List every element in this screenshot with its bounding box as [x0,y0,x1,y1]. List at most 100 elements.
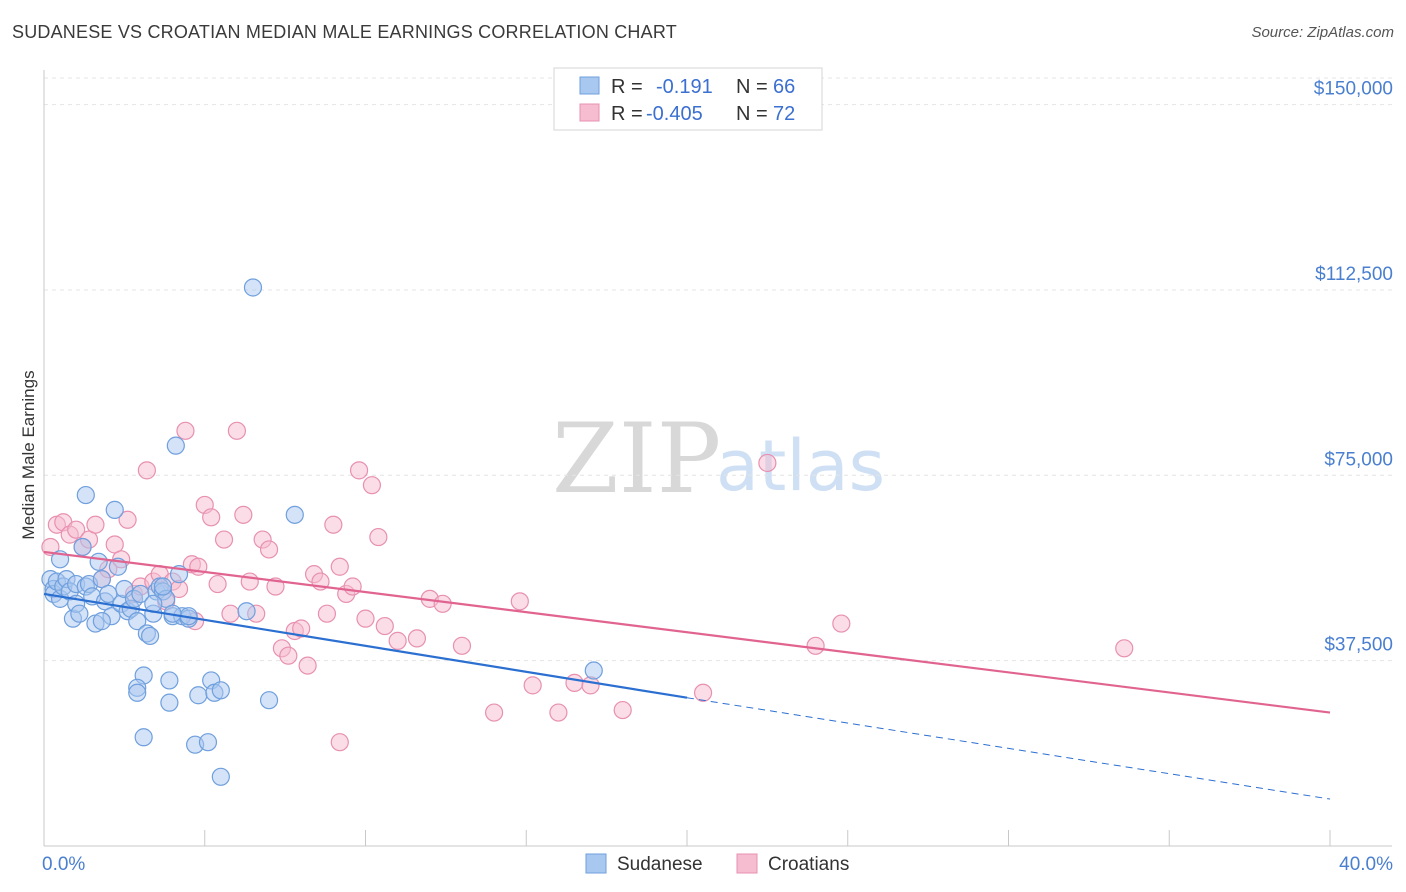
sudanese-point-24 [105,500,124,519]
sudanese-point-57 [189,686,208,705]
trend-line-croatians [43,550,1331,714]
croatians-point-65 [693,683,713,702]
croatians-point-57 [452,636,472,655]
croatians-point-15 [137,461,156,480]
trend-line-sudanese [43,592,688,699]
sudanese-point-43 [128,683,147,702]
croatians-point-39 [292,619,311,638]
sudanese-point-14 [76,485,95,505]
croatians-point-69 [1115,639,1134,658]
legend-swatch-croatians [579,103,600,122]
croatians-point-62 [565,673,584,692]
sudanese-point-19 [89,552,108,571]
correlation-legend: R = -0.191 N = 66 R = -0.405 N = 72 [553,67,823,131]
croatians-point-47 [343,577,362,596]
croatians-point-50 [362,476,382,495]
croatians-point-7 [86,515,105,534]
croatians-point-30 [234,505,253,524]
croatians-point-58 [485,703,504,722]
y-axis-label: Median Male Earnings [19,370,38,539]
legend-r-value-sudanese: -0.191 [656,76,713,98]
croatians-point-4 [67,520,86,539]
legend-r-value-croatians: -0.405 [646,103,703,125]
croatians-point-60 [523,676,542,695]
sudanese-point-12 [70,604,89,623]
croatians-point-28 [221,604,240,623]
trend-line-sudanese-extension [686,697,1331,800]
sudanese-point-65 [259,691,279,710]
croatians-point-53 [388,631,407,650]
sudanese-point-13 [73,537,92,557]
croatians-point-29 [227,421,246,440]
sudanese-point-67 [584,661,603,680]
sudanese-point-41 [92,612,111,631]
bottom-legend-swatch-croatians [736,853,758,874]
croatians-point-51 [369,527,388,547]
croatians-point-67 [806,636,825,655]
croatians-point-34 [259,540,279,559]
y-tick-label-0: $37,500 [1324,635,1393,656]
x-tick-label-min: 0.0% [42,854,85,875]
croatians-point-66 [758,453,777,473]
croatians-point-48 [349,461,369,480]
croatians-point-56 [433,594,452,613]
source-credit: Source: ZipAtlas.com [1251,24,1394,41]
trend-lines [43,550,1331,800]
series-croatians-points [41,421,1134,752]
sudanese-point-54 [134,728,153,747]
series-sudanese-points [41,278,603,786]
legend-swatch-sudanese [579,76,600,95]
legend-n-label-croatians: N = [736,103,768,125]
sudanese-point-60 [211,681,230,700]
legend-r-label-croatians: R = [611,103,643,125]
bottom-legend-swatch-sudanese [585,853,607,874]
legend-n-value-sudanese: 66 [773,76,795,98]
croatians-point-54 [407,629,427,648]
bottom-legend-label-croatians: Croatians [768,854,849,875]
croatians-point-37 [279,646,298,665]
sudanese-point-55 [160,671,179,690]
croatians-point-12 [118,510,137,529]
croatians-point-25 [202,508,221,527]
sudanese-point-62 [211,767,230,786]
y-tick-label-3: $150,000 [1314,79,1393,100]
sudanese-point-47 [166,436,185,455]
croatians-point-31 [240,572,259,591]
croatians-point-43 [317,604,337,623]
croatians-point-40 [298,656,317,675]
croatians-point-61 [549,703,568,722]
x-axis-ticks [204,830,1331,846]
legend-r-label-sudanese: R = [611,76,643,98]
chart-title: SUDANESE VS CROATIAN MEDIAN MALE EARNING… [12,22,677,42]
y-tick-label-2: $112,500 [1315,264,1393,285]
croatians-point-64 [613,700,632,720]
croatians-point-68 [832,614,851,633]
sudanese-point-61 [198,733,218,752]
sudanese-point-66 [285,505,304,524]
sudanese-point-52 [153,577,173,596]
sudanese-point-44 [160,693,179,712]
croatians-point-49 [356,609,375,628]
croatians-point-44 [324,515,343,534]
croatians-point-26 [208,574,227,594]
croatians-point-52 [375,616,394,636]
sudanese-point-35 [140,626,160,646]
croatians-point-59 [510,592,529,611]
legend-n-label-sudanese: N = [736,76,768,98]
legend-n-value-croatians: 72 [773,103,795,125]
sudanese-point-63 [237,602,256,621]
croatians-point-63 [581,676,600,695]
y-axis-tick-labels: $37,500 $75,000 $112,500 $150,000 [1314,79,1393,656]
bottom-legend-label-sudanese: Sudanese [617,854,703,875]
series-legend: Sudanese Croatians [585,853,849,875]
croatians-point-71 [330,733,349,752]
y-tick-label-1: $75,000 [1324,449,1393,470]
croatians-point-27 [214,530,234,549]
sudanese-point-31 [128,612,147,631]
x-tick-label-max: 40.0% [1339,854,1393,875]
croatians-point-21 [176,421,195,440]
croatians-point-45 [330,557,349,576]
watermark-atlas: atlas [716,425,885,507]
sudanese-point-64 [243,278,263,297]
